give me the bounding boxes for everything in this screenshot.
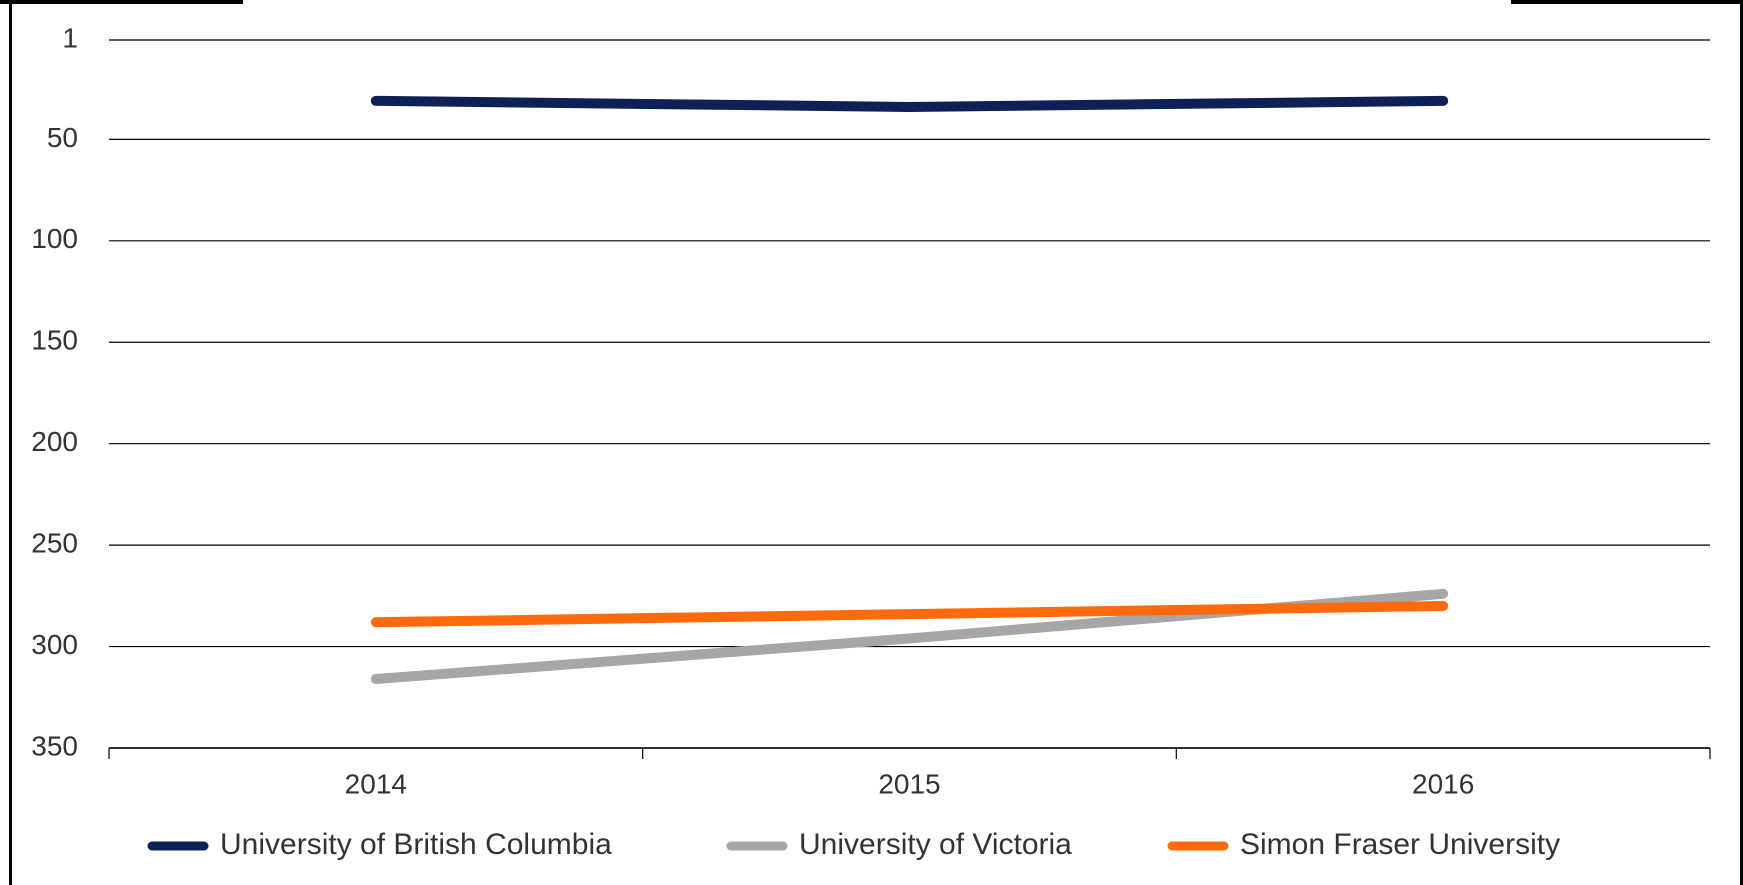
y-tick-label: 150 [31, 325, 78, 356]
y-tick-label: 350 [31, 730, 78, 761]
frame-top-right [1511, 0, 1743, 4]
y-tick-label: 1 [62, 22, 78, 53]
frame-left [9, 0, 12, 885]
y-tick-label: 50 [47, 122, 78, 153]
x-tick-label: 2014 [345, 768, 407, 799]
legend-label: Simon Fraser University [1240, 828, 1560, 861]
y-tick-label: 300 [31, 629, 78, 660]
legend: University of British Columbia University… [147, 828, 1560, 861]
series-line [370, 95, 1449, 112]
legend-label: University of British Columbia [220, 828, 612, 861]
y-tick-label: 200 [31, 426, 78, 457]
series-line [370, 600, 1449, 628]
y-tick-label: 250 [31, 528, 78, 559]
y-tick-label: 100 [31, 223, 78, 254]
x-tick-label: 2015 [878, 768, 940, 799]
legend-label: University of Victoria [799, 828, 1072, 861]
frame-right [1740, 0, 1743, 885]
x-tick-label: 2016 [1412, 768, 1474, 799]
frame-top-left [0, 0, 243, 4]
